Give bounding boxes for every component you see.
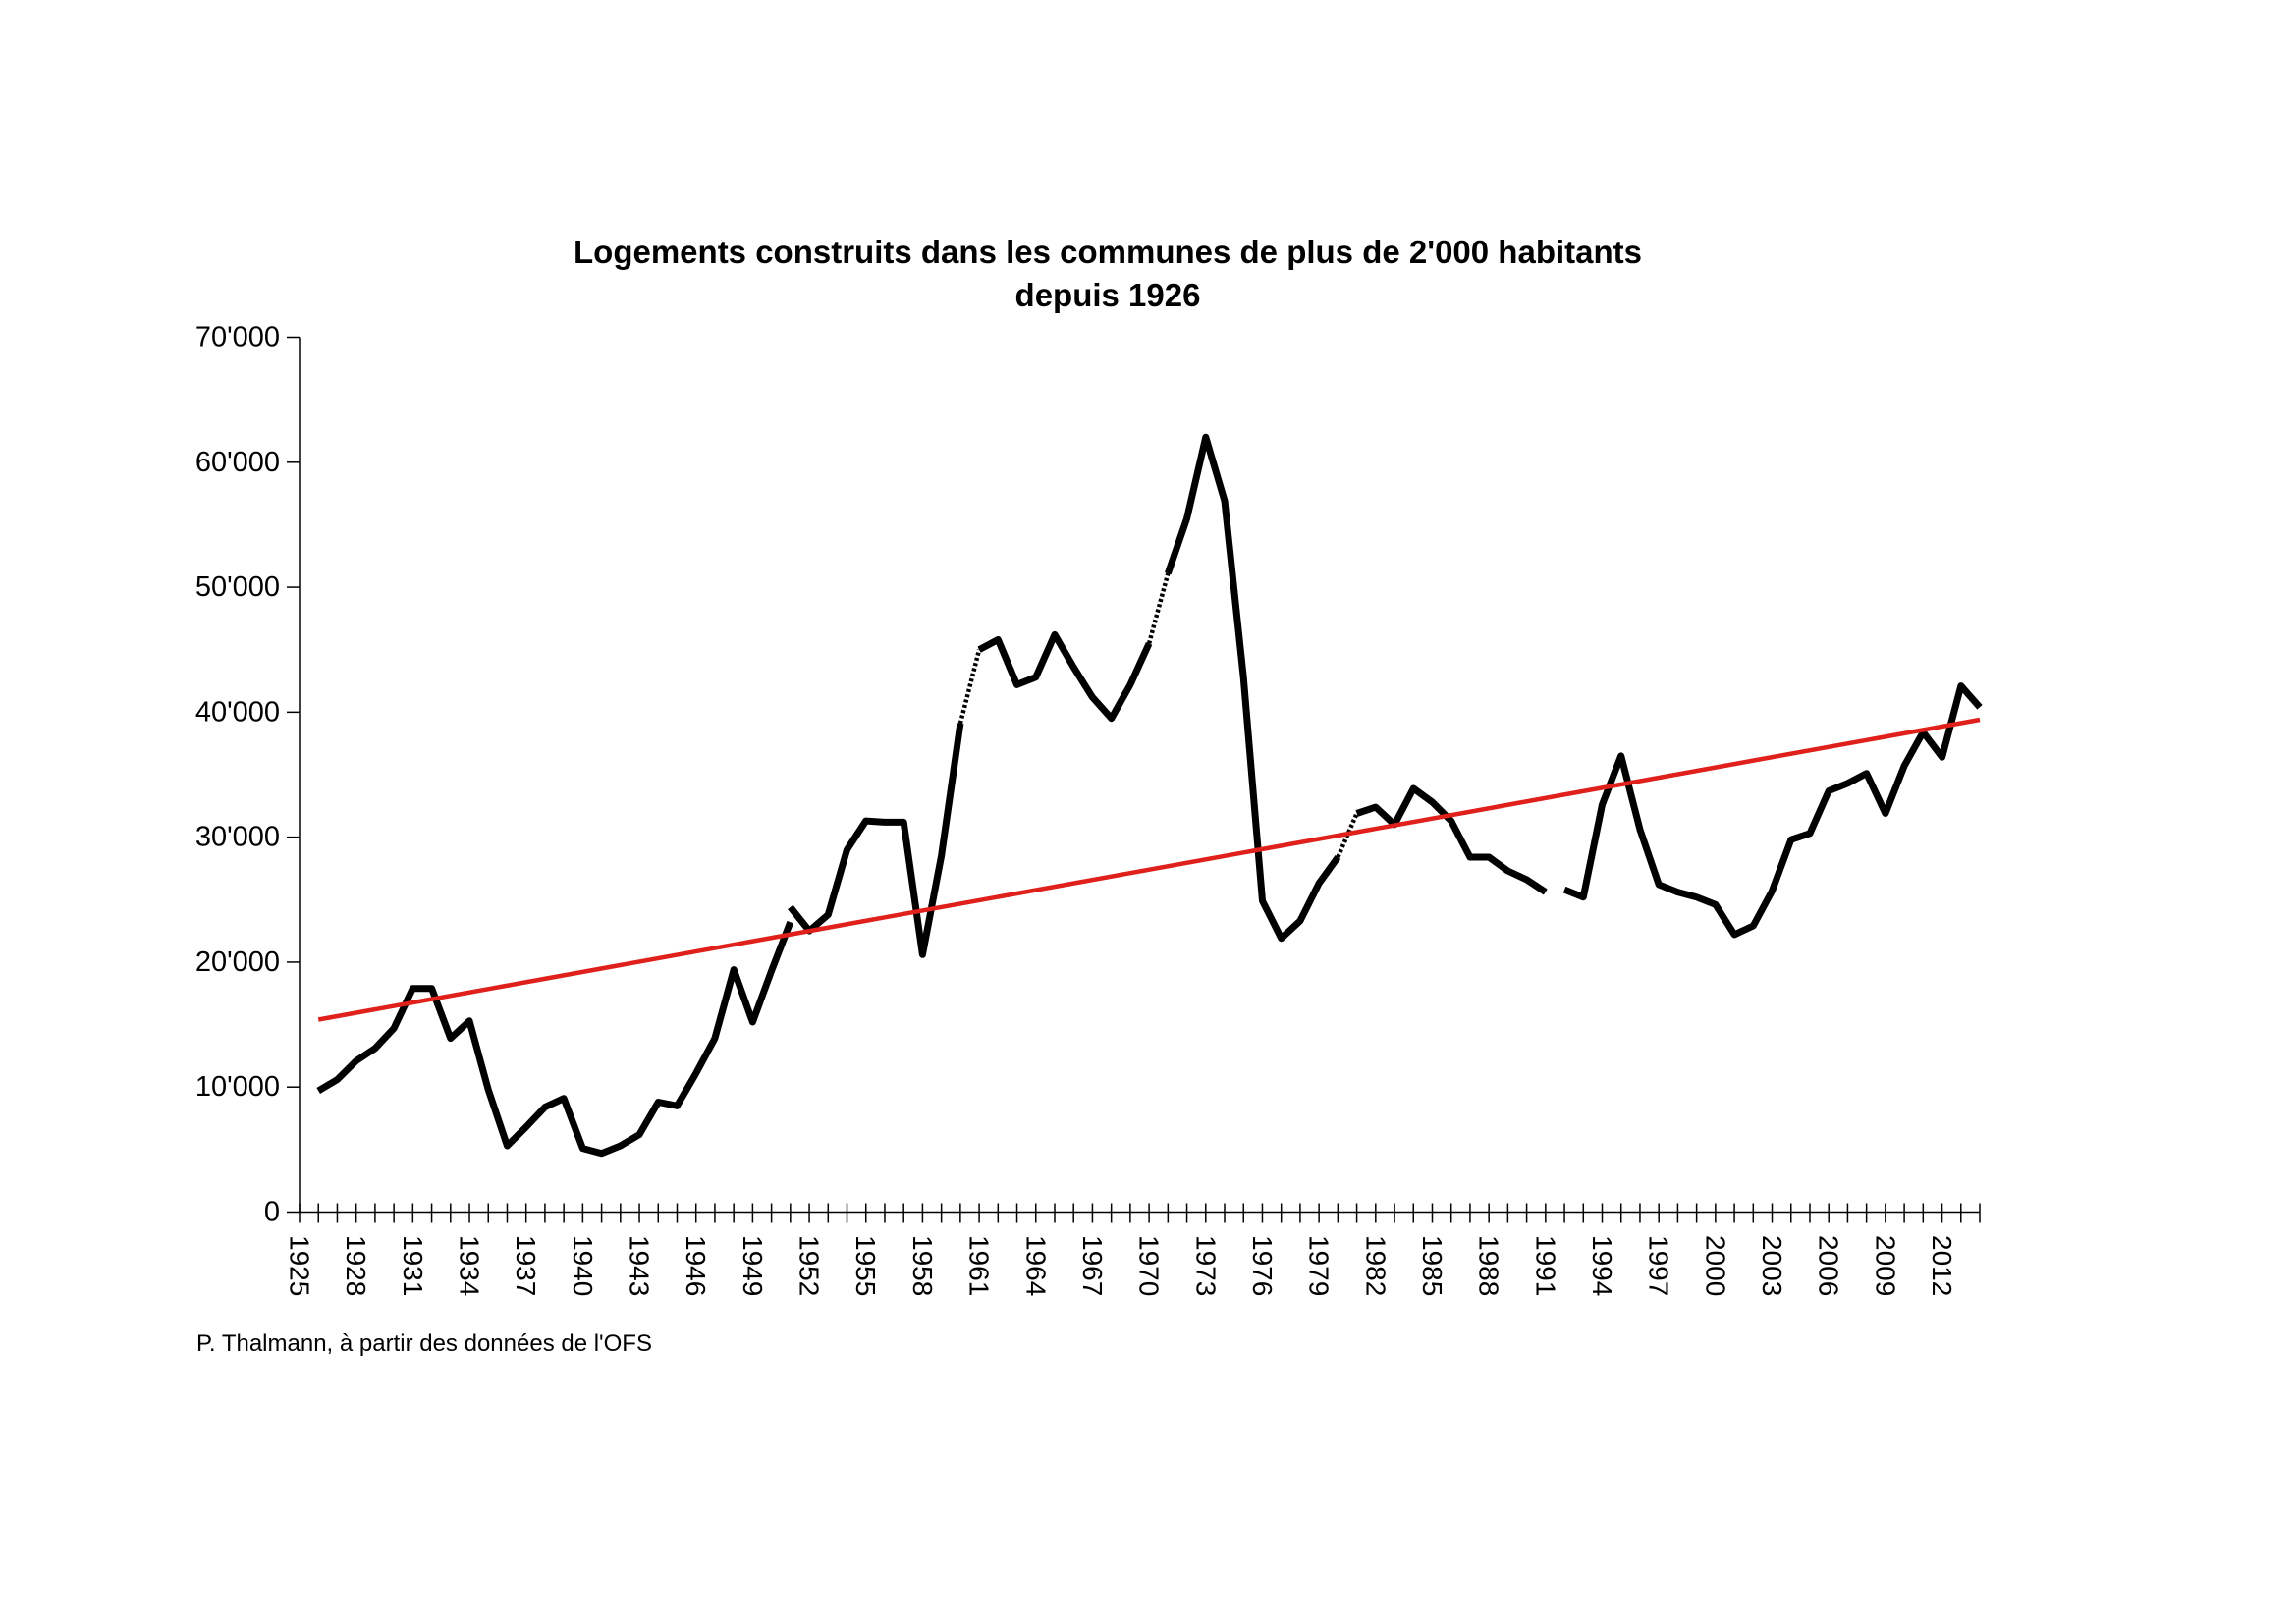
x-tick-label: 1925	[285, 1235, 315, 1296]
x-tick-label: 1994	[1587, 1235, 1617, 1296]
series-connector-dotted	[1146, 572, 1171, 644]
x-tick-label: 1967	[1077, 1235, 1108, 1296]
x-tick-label: 2006	[1814, 1235, 1844, 1296]
x-axis: 1925 1928 1931 1934 1937 1940 1943 1946 1949 1952…	[285, 1203, 1981, 1296]
chart-title-line-1: Logements construits dans les communes d…	[574, 234, 1642, 270]
x-tick-label: 1979	[1304, 1235, 1335, 1296]
data-series	[316, 433, 1983, 1158]
x-tick-label: 2000	[1700, 1235, 1730, 1296]
x-tick-label: 1958	[907, 1235, 938, 1296]
trend-line	[317, 717, 1981, 1022]
x-tick-label: 1985	[1417, 1235, 1448, 1296]
y-tick-label: 40'000	[195, 696, 280, 728]
x-tick-label: 1988	[1474, 1235, 1504, 1296]
x-tick-label: 1952	[794, 1235, 825, 1296]
x-tick-label: 1934	[455, 1235, 485, 1296]
y-tick-label: 10'000	[195, 1071, 280, 1103]
x-tick-label: 1964	[1020, 1235, 1051, 1296]
chart-title-line-2: depuis 1926	[1015, 277, 1201, 313]
series-line-segment	[316, 920, 794, 1158]
x-tick-label: 1991	[1530, 1235, 1560, 1296]
trend	[317, 717, 1981, 1022]
x-tick-label: 1976	[1247, 1235, 1278, 1296]
series-line-segment	[788, 723, 964, 958]
y-tick-label: 60'000	[195, 447, 280, 478]
y-axis: 0 10'000 20'000 30'000 40'000 50'000 60'000 70'…	[195, 322, 301, 1228]
x-tick-label: 1943	[625, 1235, 655, 1296]
x-tick-label: 1946	[681, 1235, 711, 1296]
x-tick-label: 1937	[511, 1235, 541, 1296]
x-tick-label: 1931	[398, 1235, 428, 1296]
x-tick-label: 1982	[1360, 1235, 1391, 1296]
y-tick-label: 20'000	[195, 946, 280, 978]
series-connector-dotted	[957, 649, 982, 725]
x-tick-label: 2009	[1870, 1235, 1900, 1296]
x-tick-label: 1973	[1190, 1235, 1221, 1296]
x-tick-label: 1928	[341, 1235, 371, 1296]
series-line-segment	[1164, 433, 1341, 943]
y-tick-label: 0	[264, 1197, 280, 1228]
series-line-segment	[1562, 682, 1983, 939]
x-tick-label: 1940	[568, 1235, 598, 1296]
series-line-segment	[977, 630, 1153, 723]
x-tick-label: 2012	[1927, 1235, 1957, 1296]
x-tick-label: 2003	[1757, 1235, 1787, 1296]
x-tick-label: 1970	[1134, 1235, 1165, 1296]
series-line-segment	[1355, 784, 1548, 895]
y-tick-label: 70'000	[195, 322, 280, 353]
x-tick-label: 1955	[850, 1235, 881, 1296]
x-tick-label: 1961	[964, 1235, 995, 1296]
chart-title: Logements construits dans les communes d…	[574, 234, 1642, 313]
y-tick-label: 50'000	[195, 571, 280, 603]
source-note: P. Thalmann, à partir des données de l'O…	[196, 1330, 652, 1357]
y-tick-label: 30'000	[195, 822, 280, 853]
x-tick-label: 1997	[1644, 1235, 1674, 1296]
x-tick-label: 1949	[738, 1235, 768, 1296]
